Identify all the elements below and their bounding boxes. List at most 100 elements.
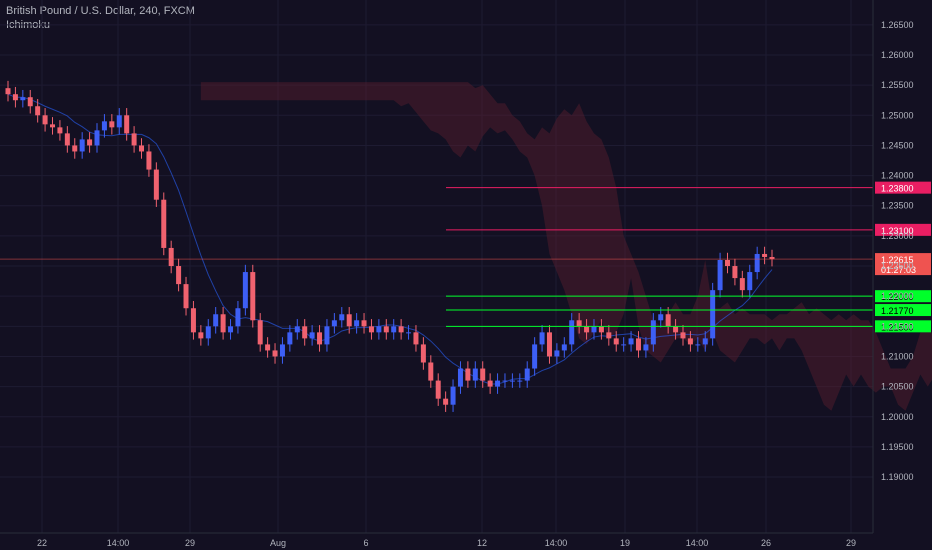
y-tick-label: 1.20500 <box>881 382 914 392</box>
candle-body <box>20 97 26 101</box>
candle-body <box>606 332 612 339</box>
candle-body <box>317 332 323 345</box>
level-label-1.21770: 1.21770 <box>881 306 914 316</box>
current-price-tag <box>875 253 931 276</box>
candle-body <box>27 97 33 107</box>
x-tick-label: 29 <box>185 538 195 548</box>
level-label-1.22000: 1.22000 <box>881 292 914 302</box>
candle-body <box>72 145 78 152</box>
candle-body <box>495 380 501 387</box>
countdown-label: 01:27:03 <box>881 265 916 275</box>
candle-body <box>650 320 656 345</box>
candle-body <box>146 151 152 170</box>
candle-body <box>465 368 471 381</box>
candle-body <box>361 320 367 327</box>
y-tick-label: 1.19500 <box>881 442 914 452</box>
x-tick-label: 29 <box>846 538 856 548</box>
candle-body <box>747 272 753 291</box>
y-tick-label: 1.21500 <box>881 321 914 331</box>
y-tick-label: 1.26500 <box>881 20 914 30</box>
candle-body <box>702 338 708 345</box>
level-label-1.23800: 1.23800 <box>881 184 914 194</box>
candle-body <box>598 326 604 333</box>
x-tick-label: 26 <box>761 538 771 548</box>
candle-body <box>205 326 211 339</box>
ichimoku-cloud <box>200 82 932 411</box>
candle-body <box>101 121 107 131</box>
candle-body <box>732 266 738 279</box>
symbol-title: British Pound / U.S. Dollar, 240, FXCM <box>6 5 195 17</box>
level-tag-1.23100 <box>875 223 931 236</box>
candle-body <box>242 272 248 309</box>
candle-body <box>420 344 426 363</box>
candle-body <box>331 320 337 327</box>
candle-body <box>50 124 56 128</box>
candle-body <box>532 344 538 369</box>
level-tag-1.21500 <box>875 320 931 333</box>
candle-body <box>354 320 360 327</box>
candle-body <box>687 338 693 345</box>
candle-body <box>576 320 582 327</box>
candle-body <box>658 314 664 321</box>
candle-body <box>42 115 48 125</box>
candle-body <box>131 133 137 146</box>
candle-body <box>35 106 41 116</box>
candle-body <box>12 94 18 101</box>
y-tick-label: 1.22500 <box>881 261 914 271</box>
level-tag-1.22000 <box>875 290 931 303</box>
x-tick-label: 12 <box>477 538 487 548</box>
candle-body <box>413 332 419 345</box>
candle-body <box>183 284 189 309</box>
candle-body <box>769 256 775 260</box>
y-tick-label: 1.24000 <box>881 171 914 181</box>
candle-body <box>762 253 768 257</box>
candle-body <box>739 278 745 291</box>
candle-body <box>435 380 441 399</box>
candle-body <box>561 344 567 351</box>
candle-body <box>472 368 478 381</box>
candle-body <box>265 344 271 351</box>
candle-body <box>591 326 597 333</box>
candle-body <box>87 139 93 146</box>
candle-body <box>383 326 389 333</box>
candle-body <box>368 326 374 333</box>
candle-body <box>250 272 256 321</box>
y-tick-label: 1.19000 <box>881 472 914 482</box>
candle-body <box>710 290 716 339</box>
candle-body <box>517 380 523 382</box>
candle-body <box>116 115 122 128</box>
candle-body <box>294 326 300 333</box>
candle-body <box>443 398 449 405</box>
candle-body <box>398 326 404 333</box>
candle-body <box>376 326 382 333</box>
y-tick-label: 1.20000 <box>881 412 914 422</box>
candle-body <box>124 115 130 134</box>
candle-body <box>220 314 226 333</box>
x-tick-label: 14:00 <box>107 538 130 548</box>
candle-body <box>457 368 463 387</box>
candle-body <box>79 139 85 152</box>
y-tick-label: 1.25500 <box>881 80 914 90</box>
current-price-label: 1.22615 <box>881 255 914 265</box>
y-tick-label: 1.21000 <box>881 351 914 361</box>
y-tick-label: 1.24500 <box>881 140 914 150</box>
candle-body <box>695 344 701 346</box>
candle-body <box>428 362 434 381</box>
x-tick-label: 14:00 <box>545 538 568 548</box>
y-tick-label: 1.23000 <box>881 231 914 241</box>
candle-body <box>621 344 627 346</box>
candle-body <box>272 350 278 357</box>
candle-body <box>509 380 515 382</box>
candle-body <box>680 332 686 339</box>
candle-body <box>109 121 115 128</box>
candle-body <box>339 314 345 321</box>
candle-body <box>57 127 63 134</box>
y-tick-label: 1.26000 <box>881 50 914 60</box>
candle-body <box>539 332 545 345</box>
candle-body <box>724 260 730 267</box>
candle-body <box>94 130 100 146</box>
candle-body <box>524 368 530 381</box>
candle-body <box>635 338 641 351</box>
candle-body <box>584 326 590 333</box>
